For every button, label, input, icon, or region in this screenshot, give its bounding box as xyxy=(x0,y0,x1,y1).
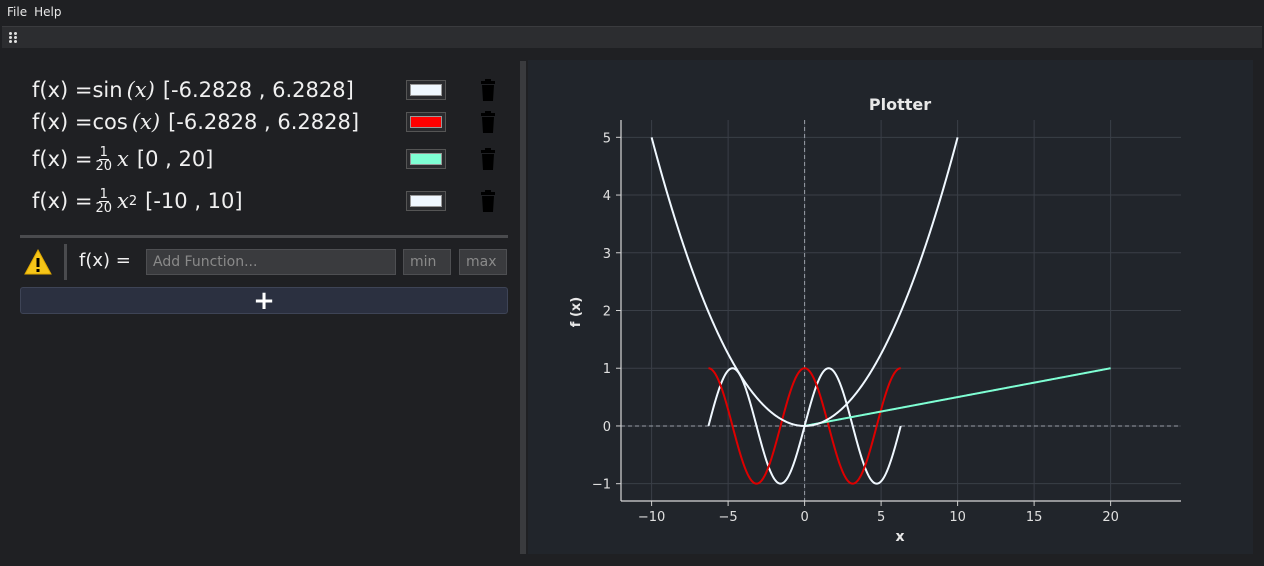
trash-icon[interactable] xyxy=(478,111,498,133)
trash-icon[interactable] xyxy=(478,148,498,170)
function-prefix: f(x) = xyxy=(32,78,93,102)
menu-file[interactable]: File xyxy=(7,5,28,19)
x-tick-label: 5 xyxy=(877,510,885,525)
grid xyxy=(621,120,1181,501)
function-variable: x xyxy=(117,189,129,213)
function-range: [-6.2828 , 6.2828] xyxy=(168,110,360,134)
x-tick-label: 15 xyxy=(1026,510,1043,525)
fraction: 1 20 xyxy=(95,188,112,215)
fraction-denominator: 20 xyxy=(95,200,113,216)
color-swatch-button[interactable] xyxy=(406,191,446,211)
y-tick-label: 3 xyxy=(603,247,611,262)
zero-lines xyxy=(621,120,1181,501)
function-range: [0 , 20] xyxy=(136,147,214,171)
warning-icon xyxy=(24,248,52,275)
menu-help[interactable]: Help xyxy=(34,5,62,19)
y-axis-label: f (x) xyxy=(569,297,584,327)
plot-pane: Plotter −10 −5 0 5 10 15 20 −1 0 1 2 3 4 5 x f (x) xyxy=(528,60,1253,554)
trash-icon[interactable] xyxy=(478,190,498,212)
function-row: f(x) = sin (x) [-6.2828 , 6.2828] xyxy=(32,75,354,105)
chart-title: Plotter xyxy=(869,95,931,114)
x-axis-label: x xyxy=(895,529,904,545)
y-tick-label: 2 xyxy=(603,305,611,320)
function-prefix: f(x) = xyxy=(32,110,93,134)
function-input-label: f(x) = xyxy=(79,250,131,271)
x-tick-label: 0 xyxy=(800,510,808,525)
function-input[interactable] xyxy=(146,249,396,275)
fraction-numerator: 1 xyxy=(98,144,109,160)
splitter-handle[interactable] xyxy=(520,61,526,554)
function-row: f(x) = 1 20 x [0 , 20] xyxy=(32,144,213,174)
function-prefix: f(x) = xyxy=(32,147,93,171)
color-swatch-button[interactable] xyxy=(406,112,446,132)
color-swatch-button[interactable] xyxy=(406,149,446,169)
function-range: [-6.2828 , 6.2828] xyxy=(162,78,354,102)
y-tick-label: 4 xyxy=(603,189,611,204)
function-name: sin xyxy=(92,78,123,102)
trash-icon[interactable] xyxy=(478,79,498,101)
color-swatch xyxy=(410,116,442,128)
min-input[interactable] xyxy=(403,249,451,275)
color-swatch xyxy=(410,195,442,207)
function-exponent: 2 xyxy=(128,193,138,209)
function-prefix: f(x) = xyxy=(32,189,93,213)
color-swatch-button[interactable] xyxy=(406,80,446,100)
add-function-button[interactable]: + xyxy=(20,287,508,314)
divider xyxy=(20,235,508,238)
x-tick-label: −5 xyxy=(719,510,738,525)
fraction: 1 20 xyxy=(95,146,112,173)
fraction-numerator: 1 xyxy=(98,186,109,202)
toolbar xyxy=(2,26,1262,48)
y-tick-label: 1 xyxy=(603,362,611,377)
curve-cos xyxy=(708,367,901,485)
function-variable: x xyxy=(117,147,129,171)
function-range: [-10 , 10] xyxy=(145,189,243,213)
divider xyxy=(64,244,67,280)
function-argument: (x) xyxy=(126,78,155,102)
curves xyxy=(650,137,1111,485)
y-tick-label: 0 xyxy=(603,420,611,435)
grip-icon[interactable] xyxy=(9,32,17,44)
fraction-denominator: 20 xyxy=(95,158,113,174)
function-row: f(x) = cos (x) [-6.2828 , 6.2828] xyxy=(32,107,359,137)
color-swatch xyxy=(410,153,442,165)
x-tick-label: 10 xyxy=(949,510,966,525)
menu-bar: File Help xyxy=(0,0,1264,24)
color-swatch xyxy=(410,84,442,96)
function-argument: (x) xyxy=(131,110,161,134)
function-name: cos xyxy=(92,110,128,134)
y-tick-label: 5 xyxy=(603,131,611,146)
curve-x20 xyxy=(804,367,1111,427)
curve-x220 xyxy=(650,137,959,427)
x-tick-label: −10 xyxy=(638,510,665,525)
max-input[interactable] xyxy=(459,249,507,275)
function-panel: f(x) = sin (x) [-6.2828 , 6.2828] f(x) =… xyxy=(10,60,518,554)
y-tick-label: −1 xyxy=(592,478,611,493)
x-tick-label: 20 xyxy=(1102,510,1119,525)
